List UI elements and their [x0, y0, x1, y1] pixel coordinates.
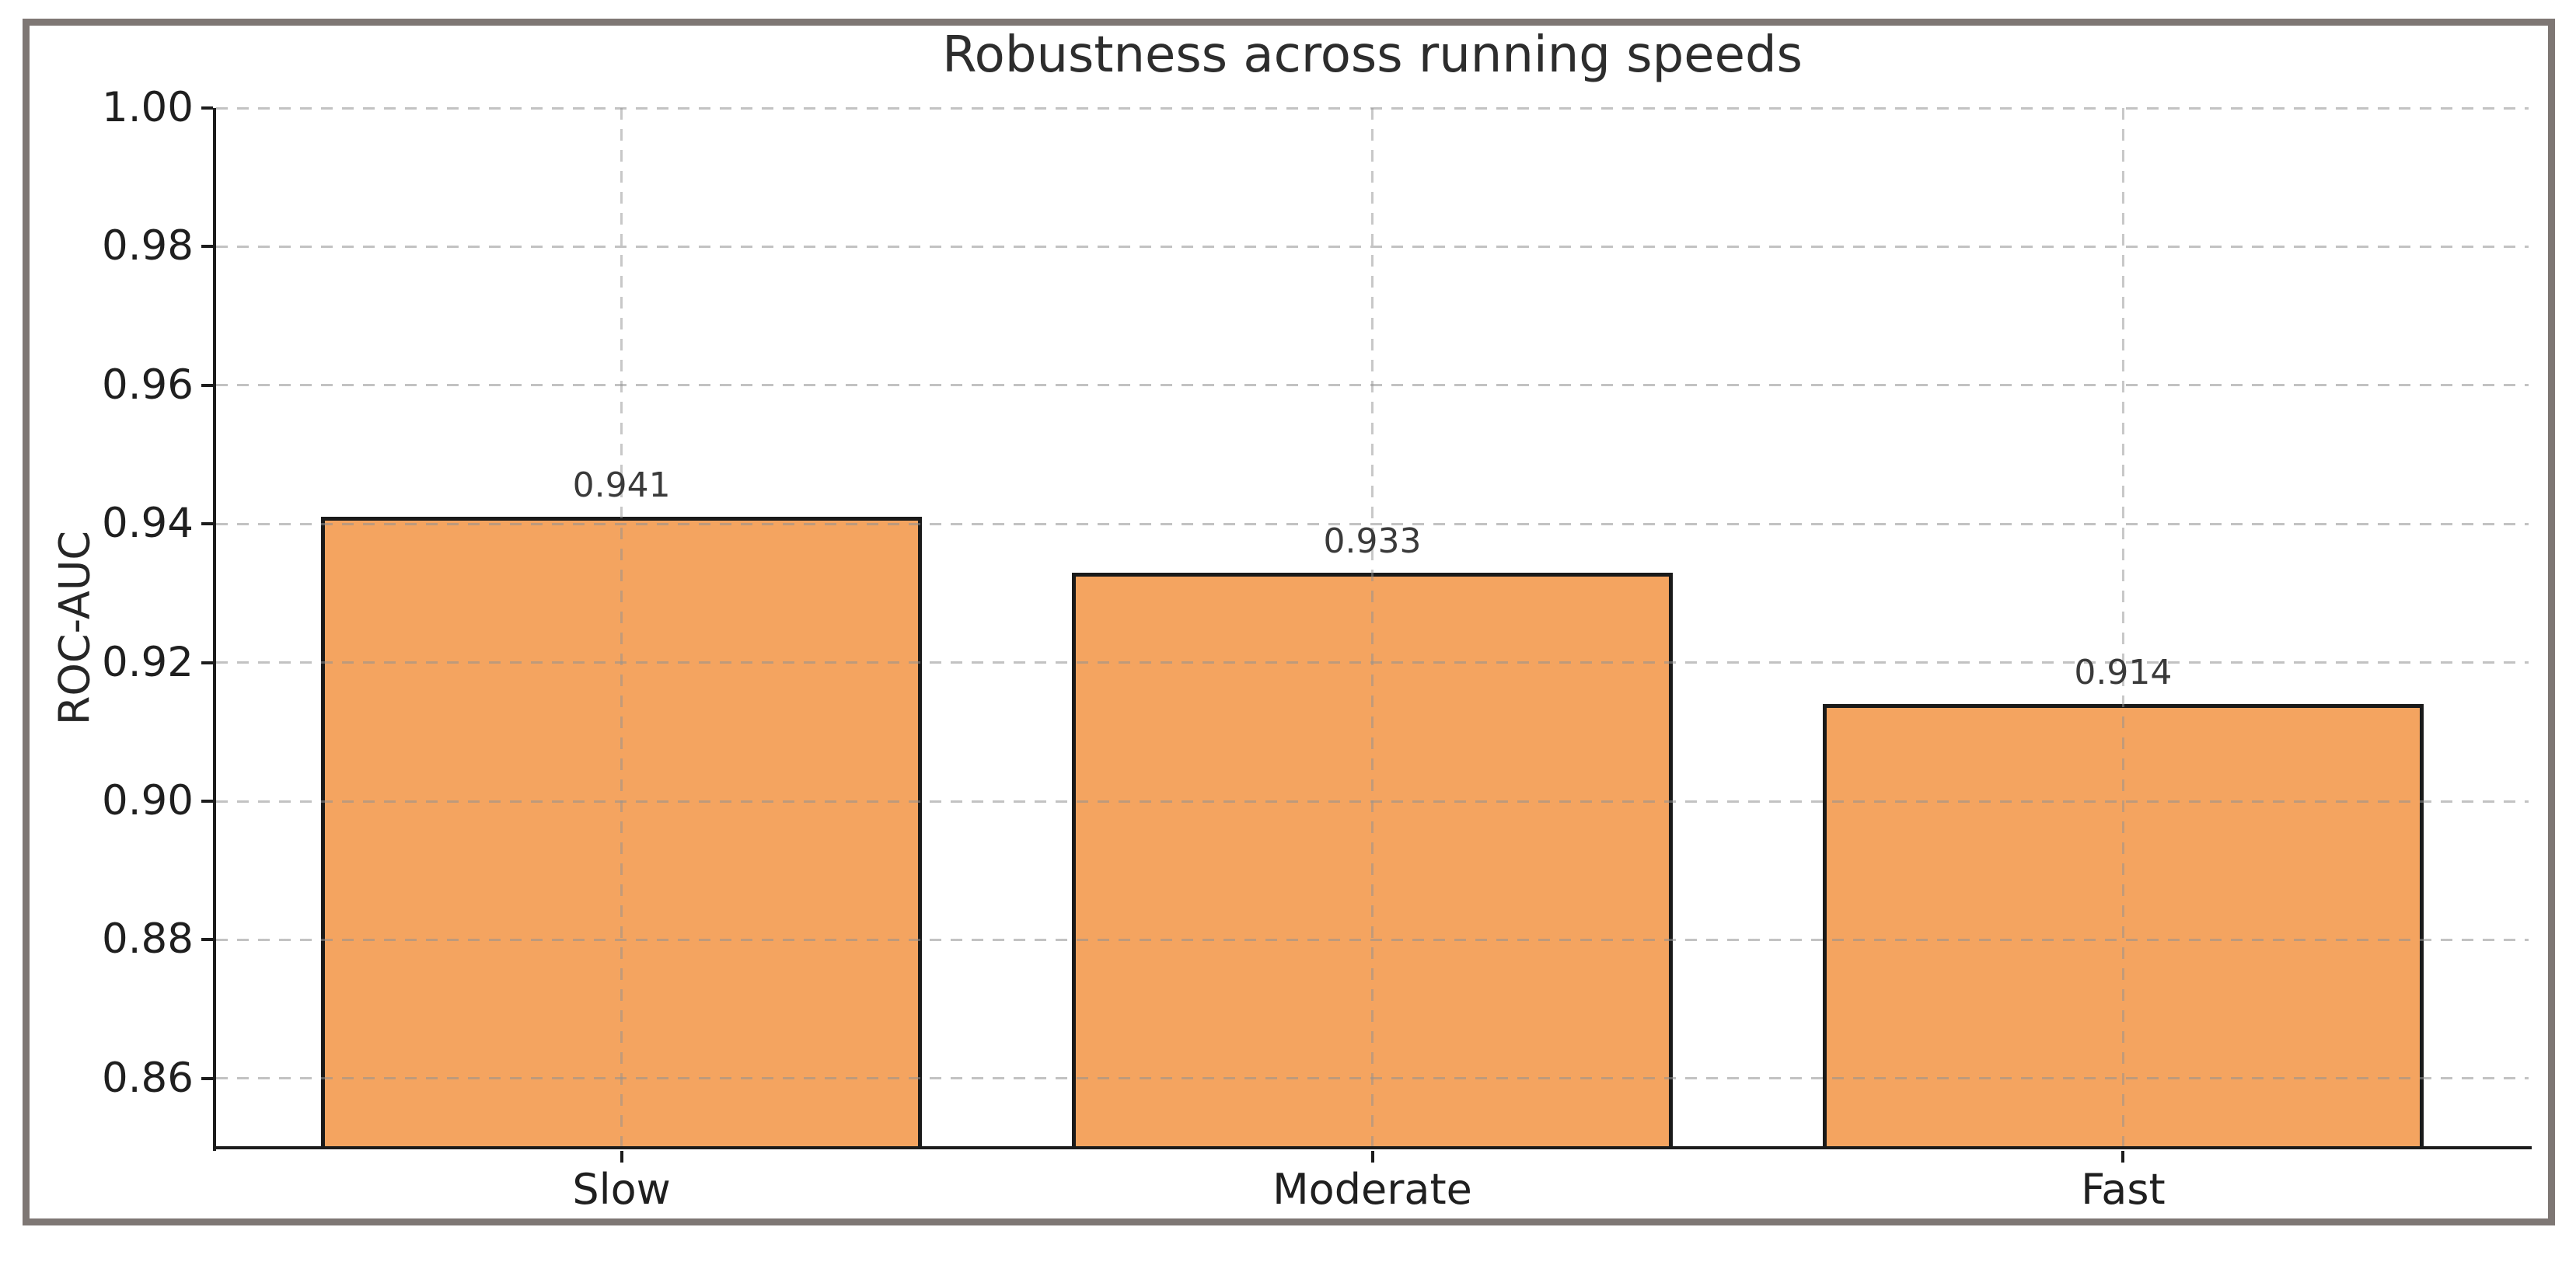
y-tick-label: 0.98: [101, 222, 194, 270]
y-tick-label: 0.90: [101, 777, 194, 824]
x-tick-label: Slow: [572, 1165, 671, 1214]
bar-value-label: 0.914: [2074, 653, 2173, 693]
y-tick-mark: [201, 383, 213, 387]
x-tick-mark: [2121, 1151, 2125, 1163]
vertical-gridline: [2121, 108, 2124, 1148]
x-tick-label: Fast: [2081, 1165, 2166, 1214]
x-tick-mark: [1370, 1151, 1374, 1163]
y-tick-mark: [201, 938, 213, 942]
x-axis-spine: [213, 1146, 2532, 1149]
y-tick-label: 0.88: [101, 915, 194, 964]
y-tick-mark: [201, 1076, 213, 1080]
chart-title: Robustness across running speeds: [942, 26, 1803, 84]
y-axis-spine: [213, 108, 216, 1151]
y-tick-mark: [201, 800, 213, 803]
bar-value-label: 0.941: [572, 465, 671, 506]
x-tick-label: Moderate: [1272, 1165, 1472, 1214]
y-tick-label: 1.00: [101, 84, 194, 131]
y-tick-label: 0.96: [101, 361, 194, 409]
y-tick-label: 0.86: [101, 1054, 194, 1102]
y-tick-label: 0.94: [101, 500, 194, 548]
vertical-gridline: [1371, 108, 1374, 1148]
y-tick-mark: [201, 106, 213, 110]
vertical-gridline: [620, 108, 623, 1148]
y-axis-label: ROC-AUC: [50, 530, 99, 726]
y-tick-mark: [201, 661, 213, 664]
y-tick-mark: [201, 522, 213, 526]
y-tick-mark: [201, 245, 213, 249]
y-tick-label: 0.92: [101, 638, 194, 686]
bar-value-label: 0.933: [1323, 521, 1422, 561]
x-tick-mark: [620, 1151, 623, 1163]
